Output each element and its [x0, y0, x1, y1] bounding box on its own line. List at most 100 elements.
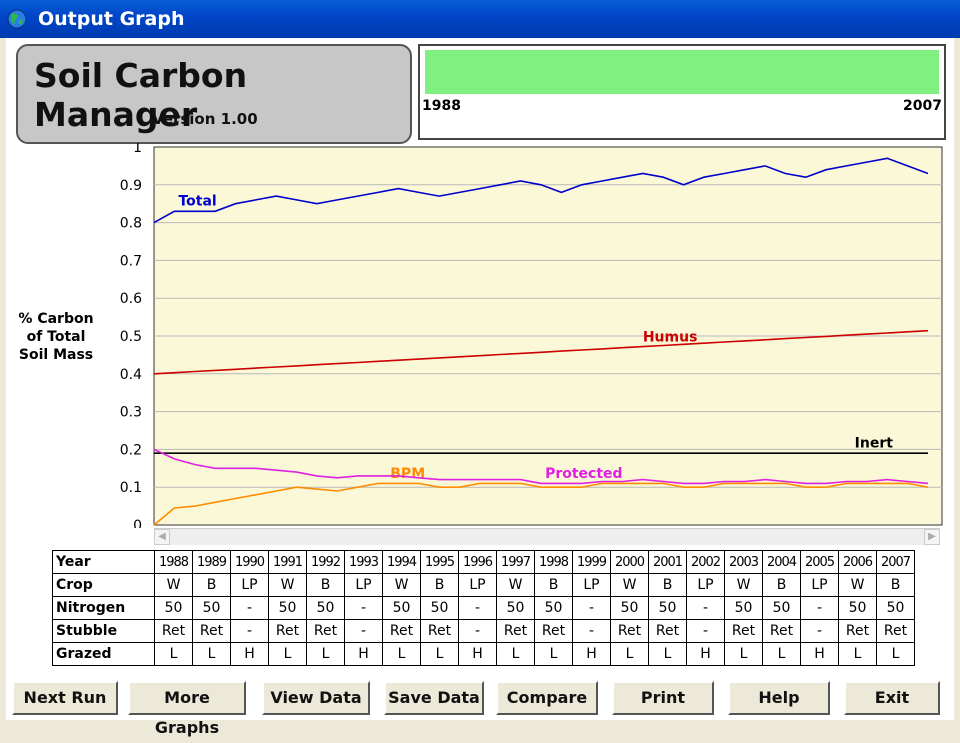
table-cell: - — [344, 596, 383, 620]
table-cell: 50 — [496, 596, 535, 620]
table-cell: 2007 — [876, 550, 915, 574]
table-cell: L — [724, 642, 763, 666]
series-line-protected — [153, 448, 929, 485]
table-cell: Ret — [306, 619, 345, 643]
table-cell: L — [534, 642, 573, 666]
app-body: Soil Carbon Manager Version 1.00 1988 20… — [6, 38, 954, 737]
y-tick-label: 0.5 — [120, 329, 142, 345]
table-cell: Ret — [420, 619, 459, 643]
table-cell: 1999 — [572, 550, 611, 574]
row-header: Nitrogen — [52, 596, 155, 620]
y-tick-label: 0.9 — [120, 178, 142, 194]
chart-horizontal-scrollbar[interactable]: ◀ ▶ — [154, 528, 940, 545]
table-cell: L — [268, 642, 307, 666]
table-cell: 50 — [306, 596, 345, 620]
y-axis-label: % Carbon of Total Soil Mass — [6, 310, 106, 364]
table-cell: Ret — [154, 619, 193, 643]
table-cell: W — [154, 573, 193, 597]
table-cell: Ret — [762, 619, 801, 643]
y-axis-label-line-3: Soil Mass — [18, 347, 94, 363]
window-titlebar: Output Graph — [0, 0, 960, 38]
table-cell: Ret — [496, 619, 535, 643]
table-cell: 1990 — [230, 550, 269, 574]
table-cell: 50 — [192, 596, 231, 620]
table-cell: 50 — [610, 596, 649, 620]
table-cell: Ret — [268, 619, 307, 643]
series-line-bpm — [153, 482, 929, 526]
table-cell: - — [344, 619, 383, 643]
table-cell: - — [686, 596, 725, 620]
table-cell: B — [876, 573, 915, 597]
table-cell: W — [496, 573, 535, 597]
row-header: Crop — [52, 573, 155, 597]
table-cell: W — [268, 573, 307, 597]
table-cell: - — [230, 619, 269, 643]
print-button[interactable]: Print — [612, 681, 714, 715]
table-cell: L — [496, 642, 535, 666]
table-cell: W — [724, 573, 763, 597]
table-cell: 1992 — [306, 550, 345, 574]
table-cell: L — [762, 642, 801, 666]
table-cell: B — [648, 573, 687, 597]
range-start-year: 1988 — [422, 98, 461, 114]
carbon-chart: 1 0.9 0.8 0.7 0.6 0.5 0.4 0.3 0.2 0.1 0 Total Humus I… — [120, 143, 943, 528]
table-cell: - — [230, 596, 269, 620]
table-cell: 1994 — [382, 550, 421, 574]
series-label-bpm: BPM — [390, 466, 425, 482]
scroll-right-icon[interactable]: ▶ — [924, 529, 940, 545]
more-graphs-button[interactable]: More Graphs — [128, 681, 246, 737]
table-cell: 1991 — [268, 550, 307, 574]
table-cell: LP — [458, 573, 497, 597]
table-cell: Ret — [648, 619, 687, 643]
compare-button[interactable]: Compare — [496, 681, 598, 715]
globe-icon — [7, 9, 27, 29]
table-cell: 1998 — [534, 550, 573, 574]
series-label-total: Total — [178, 194, 216, 210]
table-cell: L — [648, 642, 687, 666]
save-data-button[interactable]: Save Data — [384, 681, 484, 715]
table-cell: 50 — [724, 596, 763, 620]
table-cell: B — [306, 573, 345, 597]
table-cell: W — [610, 573, 649, 597]
row-header: Year — [52, 550, 155, 574]
table-row: Nitrogen 50 50-50 50-50 50-50 50-50 50-50 50-50… — [52, 596, 915, 620]
scroll-left-icon[interactable]: ◀ — [154, 529, 170, 545]
table-row: Year 1988 1989 1990 1991 1992 1993 1994 1995 1996… — [52, 550, 915, 574]
table-cell: 50 — [154, 596, 193, 620]
table-cell: 50 — [762, 596, 801, 620]
series-label-humus: Humus — [643, 330, 698, 346]
y-tick-label: 0.4 — [120, 367, 142, 383]
table-cell: - — [800, 596, 839, 620]
table-cell: 1996 — [458, 550, 497, 574]
table-cell: W — [838, 573, 877, 597]
table-cell: - — [686, 619, 725, 643]
table-cell: L — [876, 642, 915, 666]
table-cell: LP — [230, 573, 269, 597]
y-axis-label-line-1: % Carbon — [18, 311, 94, 327]
table-cell: 50 — [648, 596, 687, 620]
y-tick-label: 0.1 — [120, 480, 142, 496]
table-cell: 2003 — [724, 550, 763, 574]
table-cell: LP — [686, 573, 725, 597]
table-cell: H — [800, 642, 839, 666]
view-data-button[interactable]: View Data — [262, 681, 370, 715]
year-range-bar — [425, 50, 939, 94]
table-cell: L — [420, 642, 459, 666]
table-cell: - — [572, 619, 611, 643]
table-cell: Ret — [610, 619, 649, 643]
table-cell: Ret — [876, 619, 915, 643]
y-tick-label: 0.7 — [120, 253, 142, 269]
table-cell: LP — [800, 573, 839, 597]
table-cell: 1989 — [192, 550, 231, 574]
table-cell: 50 — [420, 596, 459, 620]
table-cell: W — [382, 573, 421, 597]
help-button[interactable]: Help — [728, 681, 830, 715]
table-cell: H — [458, 642, 497, 666]
exit-button[interactable]: Exit — [844, 681, 940, 715]
table-row: Crop W B LP W B LP W B LP W B LP W B LP W B LP W B — [52, 573, 915, 597]
table-cell: B — [420, 573, 459, 597]
table-cell: Ret — [724, 619, 763, 643]
next-run-button[interactable]: Next Run — [12, 681, 118, 715]
table-cell: - — [800, 619, 839, 643]
y-tick-label: 0.8 — [120, 216, 142, 232]
